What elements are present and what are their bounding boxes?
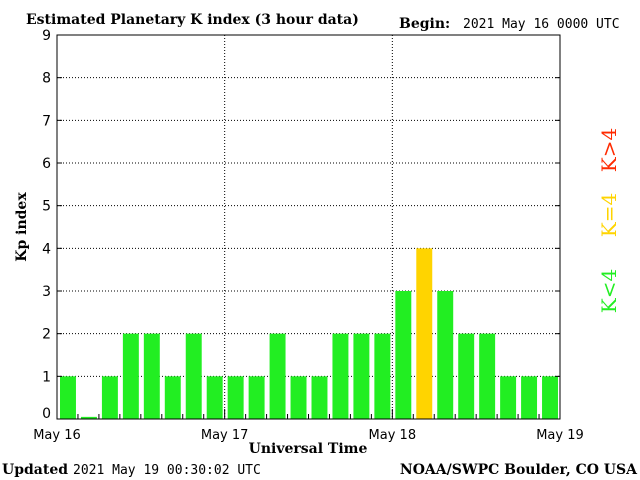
kp-bar	[164, 376, 181, 419]
kp-bar	[374, 333, 391, 419]
kp-bar	[143, 333, 160, 419]
y-tick-label: 9	[42, 28, 51, 44]
kp-bar	[185, 333, 202, 419]
legend-high: K>4	[597, 128, 621, 172]
kp-bar	[521, 376, 538, 419]
kp-bar	[542, 376, 558, 419]
kp-bar	[332, 333, 349, 419]
kp-bar	[479, 333, 496, 419]
x-tick-label: May 19	[536, 428, 584, 443]
x-tick-label: May 17	[201, 428, 249, 443]
y-tick-label: 1	[42, 369, 51, 385]
legend-low: K<4	[597, 269, 621, 313]
kp-bar	[227, 376, 244, 419]
kp-bar	[311, 376, 328, 419]
y-tick-label: 2	[42, 327, 51, 343]
kp-bar	[353, 333, 370, 419]
chart-title: Estimated Planetary K index (3 hour data…	[26, 12, 359, 28]
kp-bar	[395, 291, 412, 419]
updated-label: Updated	[2, 462, 68, 478]
kp-bar	[269, 333, 286, 419]
kp-bar	[437, 291, 454, 419]
kp-bar	[60, 376, 76, 419]
begin-value: 2021 May 16 0000 UTC	[463, 17, 620, 32]
y-tick-label: 3	[42, 284, 51, 300]
y-axis-label: Kp index	[14, 192, 30, 262]
kp-bar	[206, 376, 223, 419]
updated-value: 2021 May 19 00:30:02 UTC	[73, 463, 261, 478]
y-tick-label: 5	[42, 199, 51, 215]
kp-bar	[248, 376, 265, 419]
x-axis: May 16 May 17 May 18 May 19	[33, 409, 584, 443]
kp-bar	[500, 376, 517, 419]
kp-bar	[80, 416, 97, 419]
bars	[60, 248, 558, 419]
y-tick-label: 6	[42, 156, 51, 172]
credit: NOAA/SWPC Boulder, CO USA	[400, 462, 638, 478]
y-tick-label: 7	[42, 113, 51, 129]
x-axis-label: Universal Time	[249, 441, 368, 457]
y-axis: 0 1 2 3 4 5 6 7 8 9	[42, 28, 560, 422]
x-tick-label: May 18	[369, 428, 417, 443]
kp-bar	[101, 376, 118, 419]
kp-bar	[290, 376, 307, 419]
grid	[57, 35, 560, 419]
kp-bar	[458, 333, 475, 419]
begin-label: Begin:	[399, 16, 450, 32]
y-tick-label: 4	[42, 241, 51, 257]
kp-bar	[122, 333, 139, 419]
y-tick-label: 8	[42, 71, 51, 87]
x-tick-label: May 16	[33, 428, 81, 443]
legend-equal: K=4	[597, 193, 621, 237]
kp-bar	[416, 248, 433, 419]
y-tick-label: 0	[42, 406, 51, 422]
